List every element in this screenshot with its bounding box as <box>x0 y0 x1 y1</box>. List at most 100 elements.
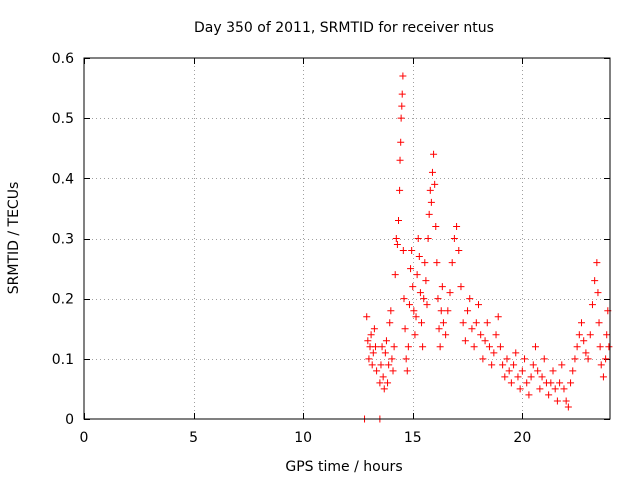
data-point <box>434 295 442 303</box>
data-point <box>596 343 604 351</box>
data-point <box>369 349 377 357</box>
data-point <box>461 337 469 345</box>
chart-title: Day 350 of 2011, SRMTID for receiver ntu… <box>194 20 494 36</box>
data-point <box>595 319 603 327</box>
data-point <box>387 307 395 315</box>
data-point <box>490 349 498 357</box>
data-point <box>584 355 592 363</box>
data-point <box>499 361 507 369</box>
data-point <box>551 385 559 393</box>
data-point <box>518 367 526 375</box>
data-point <box>426 186 434 194</box>
data-point <box>553 397 561 405</box>
data-point <box>376 379 384 387</box>
data-point <box>400 295 408 303</box>
data-point <box>603 331 611 339</box>
y-tick-label: 0.5 <box>52 111 74 127</box>
data-point <box>534 367 542 375</box>
data-point <box>423 301 431 309</box>
data-point <box>488 361 496 369</box>
data-point <box>379 373 387 381</box>
data-point <box>455 247 463 255</box>
x-tick-label: 5 <box>189 430 198 446</box>
data-point <box>371 343 379 351</box>
data-point <box>418 319 426 327</box>
data-point <box>391 271 399 279</box>
data-point <box>605 343 613 351</box>
data-point <box>380 385 388 393</box>
y-tick-label: 0.1 <box>52 352 74 368</box>
data-point <box>571 355 579 363</box>
data-point <box>510 361 518 369</box>
data-point <box>450 235 458 242</box>
data-point <box>363 313 371 321</box>
data-point <box>547 379 555 387</box>
data-point <box>415 253 423 261</box>
x-axis-title: GPS time / hours <box>285 459 402 475</box>
data-point <box>492 331 500 339</box>
data-point <box>424 235 432 242</box>
data-point <box>472 319 480 327</box>
data-point <box>442 331 450 339</box>
data-point <box>422 277 430 285</box>
data-point <box>413 271 421 279</box>
data-point <box>560 385 568 393</box>
data-point <box>388 355 396 363</box>
data-point <box>435 325 443 333</box>
data-point <box>420 295 428 303</box>
data-point <box>430 150 438 158</box>
data-point <box>370 325 378 333</box>
data-point <box>384 379 392 387</box>
data-point <box>494 313 502 321</box>
data-point <box>368 361 376 369</box>
data-point <box>389 367 397 375</box>
data-point <box>395 216 403 224</box>
data-point <box>575 331 583 339</box>
x-tick-label: 0 <box>80 430 89 446</box>
y-tick-label: 0.3 <box>52 232 74 248</box>
data-point <box>378 343 386 351</box>
data-point <box>593 259 601 267</box>
data-point <box>367 331 375 339</box>
data-point <box>398 90 406 98</box>
data-point <box>416 289 424 297</box>
data-point <box>437 307 445 315</box>
data-point <box>431 180 439 188</box>
data-point <box>373 367 381 375</box>
data-point <box>578 319 586 327</box>
data-point <box>512 349 520 357</box>
data-point <box>438 283 446 291</box>
data-point <box>545 391 553 399</box>
data-point <box>507 379 515 387</box>
data-point <box>448 259 456 267</box>
y-tick-label: 0.2 <box>52 292 74 308</box>
data-point <box>586 331 594 339</box>
data-point <box>580 337 588 345</box>
data-point <box>427 198 435 206</box>
data-point <box>414 235 422 242</box>
data-point <box>392 235 400 242</box>
data-point <box>591 277 599 285</box>
data-point <box>409 283 417 291</box>
data-point <box>573 343 581 351</box>
data-point <box>527 373 535 381</box>
data-point <box>521 355 529 363</box>
data-point <box>538 373 546 381</box>
data-point <box>365 355 373 363</box>
data-point <box>599 373 607 381</box>
data-point <box>501 373 509 381</box>
data-point <box>425 210 433 218</box>
data-points <box>361 72 613 423</box>
data-point <box>558 361 566 369</box>
x-tick-label: 10 <box>294 430 312 446</box>
data-point <box>410 307 418 315</box>
data-point <box>514 373 522 381</box>
data-point <box>396 186 404 194</box>
data-point <box>433 259 441 267</box>
data-point <box>407 265 415 273</box>
data-point <box>479 355 487 363</box>
data-point <box>398 102 406 110</box>
data-point <box>411 331 419 339</box>
data-point <box>466 295 474 303</box>
